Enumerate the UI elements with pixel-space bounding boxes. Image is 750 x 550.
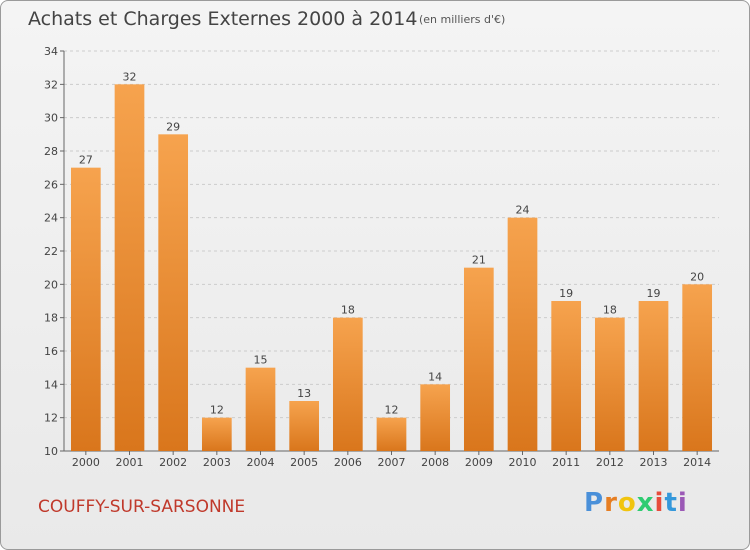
chart-title: Achats et Charges Externes 2000 à 2014 (28, 8, 418, 30)
data-label: 15 (254, 354, 268, 367)
y-tick-label: 18 (44, 312, 58, 325)
x-tick-label: 2004 (247, 456, 275, 469)
data-label: 18 (341, 304, 355, 317)
bar (507, 217, 538, 451)
data-label: 13 (297, 387, 311, 400)
bar (245, 367, 276, 451)
bar (594, 317, 625, 451)
logo-letter: o (617, 488, 637, 518)
y-tick-label: 20 (44, 278, 58, 291)
bar (463, 267, 494, 451)
bar (420, 384, 451, 451)
data-label: 19 (559, 287, 573, 300)
proxiti-logo: Proxiti (584, 488, 688, 518)
logo-letter: i (654, 488, 665, 518)
logo-letter: P (584, 488, 605, 518)
x-tick-label: 2005 (290, 456, 318, 469)
x-tick-label: 2009 (465, 456, 493, 469)
y-tick-label: 34 (44, 45, 58, 58)
x-tick-label: 2010 (509, 456, 537, 469)
bar (70, 167, 101, 451)
x-tick-label: 2007 (378, 456, 406, 469)
x-tick-label: 2002 (159, 456, 187, 469)
logo-letter: i (677, 488, 688, 518)
y-tick-label: 12 (44, 412, 58, 425)
bar (682, 284, 713, 451)
y-tick-label: 22 (44, 245, 58, 258)
bar (158, 134, 189, 452)
x-tick-label: 2014 (683, 456, 711, 469)
data-label: 19 (647, 287, 661, 300)
logo-letter: x (636, 488, 655, 518)
x-tick-label: 2001 (116, 456, 144, 469)
data-label: 24 (516, 204, 530, 217)
y-tick-label: 32 (44, 78, 58, 91)
data-label: 21 (472, 254, 486, 267)
data-label: 18 (603, 304, 617, 317)
data-label: 14 (428, 370, 442, 383)
bar (638, 301, 669, 451)
chart-unit: (en milliers d'€) (419, 13, 506, 26)
x-tick-label: 2008 (421, 456, 449, 469)
y-tick-label: 24 (44, 212, 58, 225)
x-tick-label: 2012 (596, 456, 624, 469)
bar-chart: 10 12 14 16 18 20 22 24 26 28 30 32 34 27 2000 32 2001 29… (44, 45, 719, 469)
y-tick-label: 10 (44, 445, 58, 458)
data-label: 29 (166, 120, 180, 133)
y-tick-label: 28 (44, 145, 58, 158)
bar (201, 417, 232, 451)
data-label: 12 (385, 404, 399, 417)
x-tick-label: 2013 (640, 456, 668, 469)
logo-letter: t (664, 488, 678, 518)
y-tick-label: 30 (44, 112, 58, 125)
bar (289, 401, 320, 451)
location-name: COUFFY-SUR-SARSONNE (38, 497, 246, 517)
bar (551, 301, 582, 451)
data-label: 32 (123, 70, 137, 83)
bar (114, 84, 145, 451)
x-tick-label: 2006 (334, 456, 362, 469)
logo-letter: r (604, 488, 618, 518)
x-tick-label: 2000 (72, 456, 100, 469)
data-label: 12 (210, 404, 224, 417)
y-tick-label: 14 (44, 378, 58, 391)
bar (332, 317, 363, 451)
data-label: 20 (690, 270, 704, 283)
y-tick-label: 16 (44, 345, 58, 358)
x-tick-label: 2003 (203, 456, 231, 469)
y-tick-label: 26 (44, 178, 58, 191)
data-label: 27 (79, 154, 93, 167)
bar (376, 417, 407, 451)
x-tick-label: 2011 (552, 456, 580, 469)
